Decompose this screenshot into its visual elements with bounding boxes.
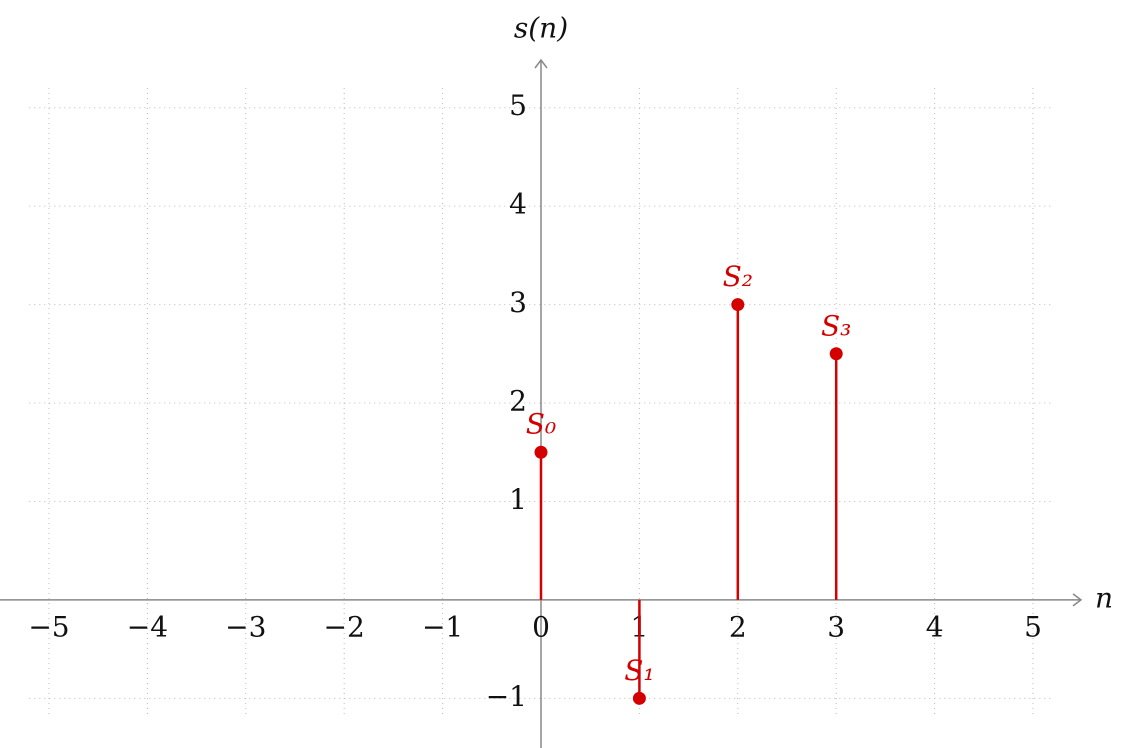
- point-label: S₁: [624, 654, 654, 687]
- x-tick-label: −4: [127, 610, 168, 643]
- x-axis-label: n: [1095, 582, 1113, 615]
- x-tick-label: 5: [1024, 610, 1042, 643]
- y-tick-label: 1: [509, 483, 527, 516]
- x-tick-label: 0: [532, 610, 550, 643]
- point-label: S₂: [723, 260, 753, 293]
- x-tick-label: −3: [225, 610, 266, 643]
- point-label: S₀: [526, 408, 556, 441]
- stem-marker: [829, 347, 843, 361]
- y-tick-label: 2: [509, 385, 527, 418]
- y-axis-label: s(n): [514, 12, 568, 45]
- x-tick-label: −1: [422, 610, 463, 643]
- stem-marker: [632, 691, 646, 705]
- x-tick-label: 3: [827, 610, 845, 643]
- y-tick-label: 5: [509, 89, 527, 122]
- x-tick-label: 4: [926, 610, 944, 643]
- y-axis-arrow: [534, 58, 548, 69]
- x-axis-arrow: [1072, 593, 1083, 607]
- x-tick-label: −2: [324, 610, 365, 643]
- y-tick-label: 3: [509, 286, 527, 319]
- x-tick-label: 2: [729, 610, 747, 643]
- stem-marker: [731, 298, 745, 312]
- point-label: S₃: [821, 309, 851, 342]
- y-tick-label: −1: [486, 680, 527, 713]
- x-tick-label: −5: [28, 610, 69, 643]
- stem-marker: [534, 445, 548, 459]
- y-tick-label: 4: [509, 188, 527, 221]
